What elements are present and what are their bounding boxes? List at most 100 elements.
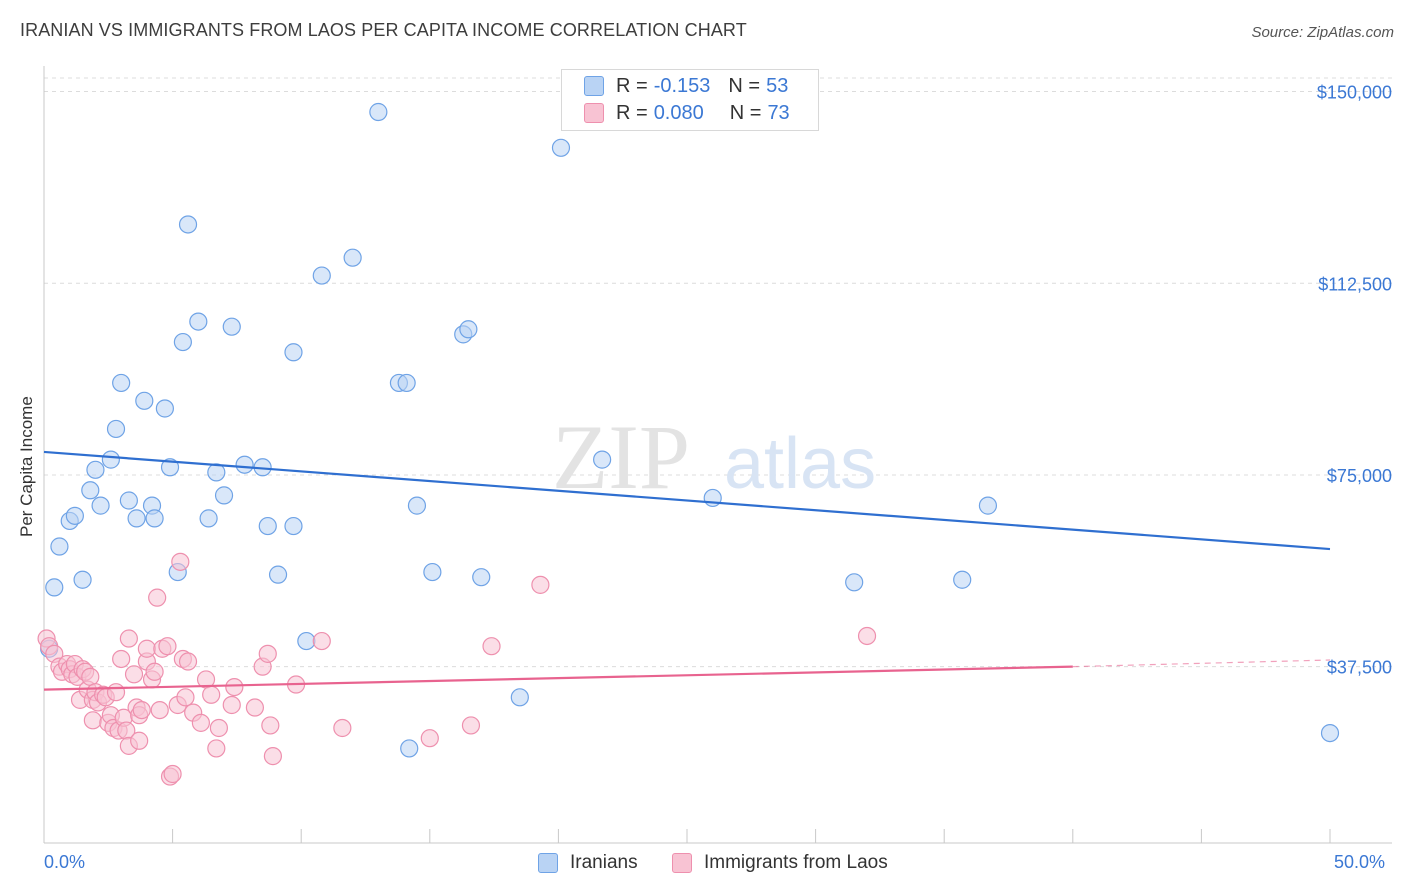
point-iranians (1320, 723, 1340, 743)
point-laos (81, 667, 100, 686)
x-tick-label-min: 0.0% (44, 852, 86, 872)
point-iranians (400, 739, 419, 758)
point-iranians (297, 631, 316, 651)
data-points (37, 102, 1340, 786)
y-tick-labels: $37,500 $75,000 $112,500 $150,000 (1317, 83, 1392, 678)
point-laos (209, 718, 228, 738)
y-tick-label: $112,500 (1318, 274, 1392, 294)
n-value-iranians: 53 (766, 74, 789, 97)
trend-line-iranians (43, 450, 1331, 551)
point-iranians (119, 491, 138, 510)
point-iranians (45, 578, 64, 597)
watermark-atlas: atlas (724, 424, 876, 504)
bottom-legend-laos: Immigrants from Laos (672, 852, 888, 874)
r-value-iranians: -0.153 (653, 74, 711, 97)
point-iranians (50, 537, 69, 556)
point-iranians (407, 496, 427, 515)
point-iranians (978, 496, 998, 515)
point-iranians (953, 570, 972, 589)
point-iranians (284, 343, 303, 362)
point-iranians (127, 509, 146, 528)
point-iranians (199, 509, 218, 528)
point-laos (245, 698, 265, 717)
point-laos (207, 739, 226, 758)
point-iranians (551, 138, 571, 157)
point-iranians (258, 516, 277, 536)
point-laos (106, 683, 126, 702)
point-iranians (91, 496, 110, 515)
r-value-laos: 0.080 (653, 101, 704, 124)
bottom-legend-iranians: Iranians (538, 852, 638, 874)
point-laos (137, 639, 156, 658)
point-laos (119, 629, 138, 648)
point-laos (191, 713, 210, 732)
point-iranians (268, 565, 288, 584)
y-axis-label: Per Capita Income (17, 396, 36, 537)
point-laos (225, 677, 244, 697)
point-iranians (397, 373, 416, 393)
point-laos (482, 637, 501, 656)
trend-line-laos-extension (1072, 659, 1331, 668)
point-iranians (101, 450, 120, 469)
point-laos (531, 575, 550, 594)
y-tick-label: $75,000 (1327, 466, 1392, 486)
grid-lines (44, 77, 1392, 668)
point-iranians (459, 320, 478, 339)
x-tick-label-max: 50.0% (1334, 852, 1386, 872)
watermark: ZIP atlas (552, 406, 876, 508)
chart-title: IRANIAN VS IMMIGRANTS FROM LAOS PER CAPI… (20, 20, 747, 40)
point-iranians (145, 509, 164, 528)
point-iranians (510, 688, 529, 707)
point-laos (83, 711, 102, 730)
point-laos (150, 700, 169, 720)
bottom-swatch-iranians (538, 853, 558, 873)
point-laos (222, 695, 241, 715)
bottom-swatch-laos (672, 853, 692, 873)
point-laos (171, 552, 190, 571)
point-iranians (81, 481, 100, 500)
bottom-legend-label-iranians: Iranians (570, 852, 638, 873)
point-laos (158, 637, 177, 656)
point-iranians (73, 570, 92, 589)
trend-lines (43, 450, 1331, 691)
y-tick-label: $150,000 (1317, 83, 1392, 103)
legend-row-laos: R = 0.080 N = 73 (584, 100, 790, 126)
point-iranians (135, 391, 154, 410)
point-laos (124, 665, 144, 684)
point-iranians (214, 486, 234, 505)
point-iranians (284, 516, 303, 536)
point-laos (333, 718, 352, 738)
point-laos (178, 652, 198, 671)
point-laos (163, 764, 182, 784)
point-iranians (312, 266, 331, 285)
point-laos (461, 716, 481, 735)
point-iranians (155, 399, 174, 418)
bottom-legend-label-laos: Immigrants from Laos (704, 852, 888, 873)
point-iranians (845, 573, 864, 592)
n-label: N = (729, 101, 762, 124)
r-label: R = (616, 101, 648, 124)
r-label: R = (616, 74, 648, 97)
legend-swatch-iranians (584, 76, 604, 96)
point-laos (420, 729, 439, 748)
axes (43, 66, 1392, 844)
point-laos (176, 688, 195, 707)
point-laos (132, 700, 151, 720)
point-laos (312, 631, 331, 651)
point-laos (258, 644, 277, 663)
point-iranians (160, 458, 180, 477)
stats-legend: R = -0.153 N = 53 R = 0.080 N = 73 (561, 69, 819, 131)
trend-line-laos (43, 665, 1073, 691)
point-iranians (472, 568, 491, 587)
point-iranians (235, 455, 254, 474)
source-label: Source: ZipAtlas.com (1251, 24, 1394, 41)
legend-row-iranians: R = -0.153 N = 53 (584, 73, 788, 99)
point-iranians (65, 506, 84, 525)
legend-swatch-laos (584, 103, 604, 123)
point-laos (202, 685, 221, 704)
y-tick-label: $37,500 (1327, 658, 1392, 678)
point-iranians (423, 562, 442, 582)
n-label: N = (728, 74, 761, 97)
point-iranians (343, 248, 362, 267)
